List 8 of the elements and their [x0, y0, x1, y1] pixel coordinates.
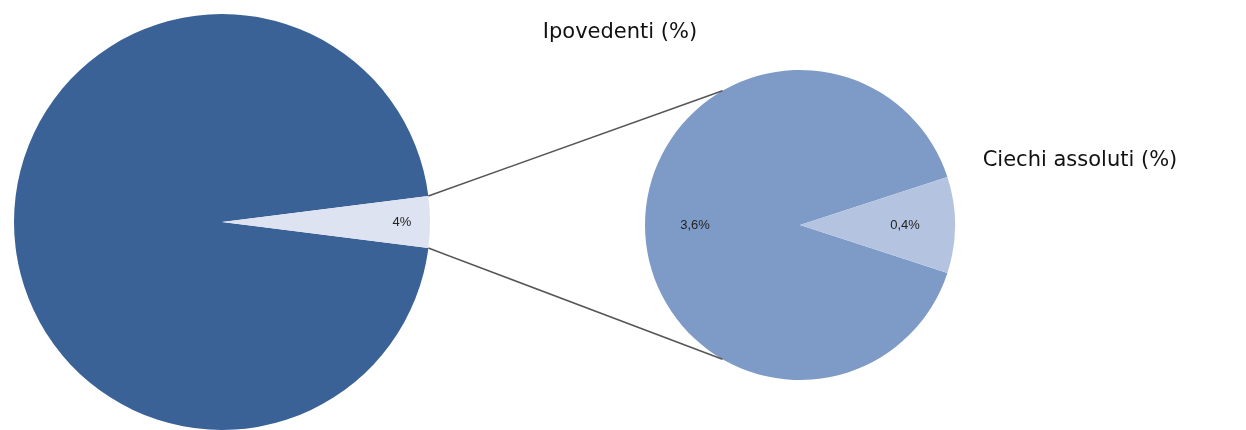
data-label: 3,6% — [680, 217, 711, 232]
pie-slice — [14, 14, 429, 430]
pie-slice — [645, 70, 948, 380]
data-label: 4% — [392, 214, 412, 229]
slice-label: Ipovedenti (%) — [542, 19, 698, 43]
data-label: 0,4% — [890, 217, 921, 232]
pie-slice — [800, 177, 955, 273]
slice-label: Ciechi assoluti (%) — [982, 147, 1178, 171]
